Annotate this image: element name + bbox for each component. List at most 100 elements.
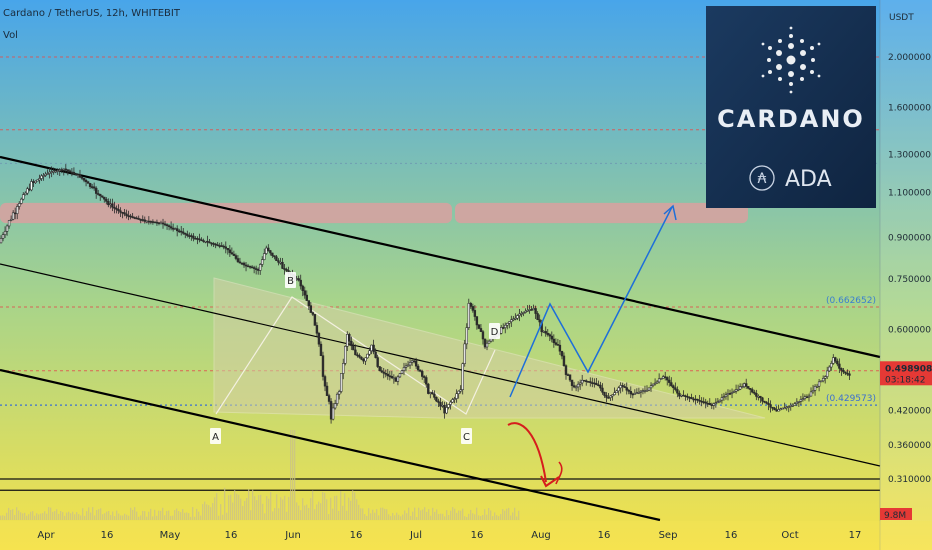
candle [431,390,434,395]
candle-body [38,178,41,181]
candle [321,351,325,381]
pattern-label-A: A [212,432,219,443]
candle-body [137,218,140,220]
candle [574,384,578,392]
volume-bar [500,514,502,520]
time-tick: Apr [37,530,55,541]
candle-body [141,219,144,221]
candle-body [165,224,169,226]
candle [718,399,722,404]
candle-body [382,371,385,374]
candle-body [819,380,823,383]
volume-bar [262,503,264,520]
candle [510,315,513,327]
candle-body [190,235,193,237]
channel-mid [0,263,881,467]
candle-body [793,403,797,406]
candle [398,372,402,379]
candle-body [188,235,191,237]
candle [44,171,47,177]
candle-body [5,225,9,232]
candle-body [732,391,736,393]
candle [433,390,436,400]
candle-body [62,168,65,171]
time-tick: 16 [598,530,611,541]
volume-bar [328,514,330,520]
volume-bar [326,499,328,520]
volume-bar [204,501,206,520]
candle [463,339,466,367]
volume-bar [102,514,104,520]
volume-indicator-label[interactable]: Vol [3,30,18,41]
candle-body [811,390,815,393]
candle-body [815,385,819,388]
candle-body [753,391,756,394]
candle-body [327,395,331,402]
candle-body [301,285,304,291]
volume-bar [466,516,468,520]
candle [751,387,754,394]
candle [670,377,673,388]
candle-body [242,262,246,266]
candle [449,400,452,410]
candle-body [129,215,132,218]
volume-bar [304,505,306,520]
volume-bar [178,511,180,520]
volume-bar [482,515,484,520]
candle-body [532,308,535,310]
candle [576,381,580,392]
candle [844,371,847,376]
volume-bar [218,515,220,520]
candle-body [321,355,325,377]
volume-bar [364,514,366,520]
candle-body [775,409,778,412]
logo-dot [800,64,806,70]
candle-body [613,392,616,395]
candle [161,218,165,229]
candle-body [337,391,341,395]
candle-body [700,400,703,403]
candle-body [220,245,223,247]
candle-body [635,392,639,394]
volume-bar [300,510,302,520]
pattern-label-C: C [463,432,470,443]
candle-body [603,391,606,396]
candle-body [637,391,641,394]
candle [686,393,689,401]
candle [678,390,681,400]
candle-body [196,238,199,240]
logo-dot [817,74,821,78]
candle-body [562,355,566,367]
volume-bar [238,494,240,520]
candle-body [9,218,13,221]
volume-bar [398,514,400,520]
candle-body [469,303,473,307]
candle [418,369,422,373]
candle-body [451,399,454,403]
candle [714,398,718,408]
candle [86,180,90,184]
candle-body [457,390,460,395]
candle-body [374,351,377,358]
candle [840,367,843,376]
price-tick: 0.600000 [888,326,931,336]
candle [344,345,347,366]
volume-bar [356,499,358,520]
candle [603,391,606,398]
volume-bar [100,508,102,520]
candle-body [265,247,268,254]
candle [712,402,716,410]
candle-body [212,243,215,245]
candle-body [60,169,63,171]
volume-bar [234,490,236,520]
candle [337,389,341,400]
candle [143,216,146,224]
price-tick: 0.420000 [888,406,931,416]
candle [303,286,306,299]
symbol-title[interactable]: Cardano / TetherUS, 12h, WHITEBIT [3,8,180,19]
candle-body [388,375,392,378]
volume-bar [344,493,346,520]
candle-body [593,382,596,385]
